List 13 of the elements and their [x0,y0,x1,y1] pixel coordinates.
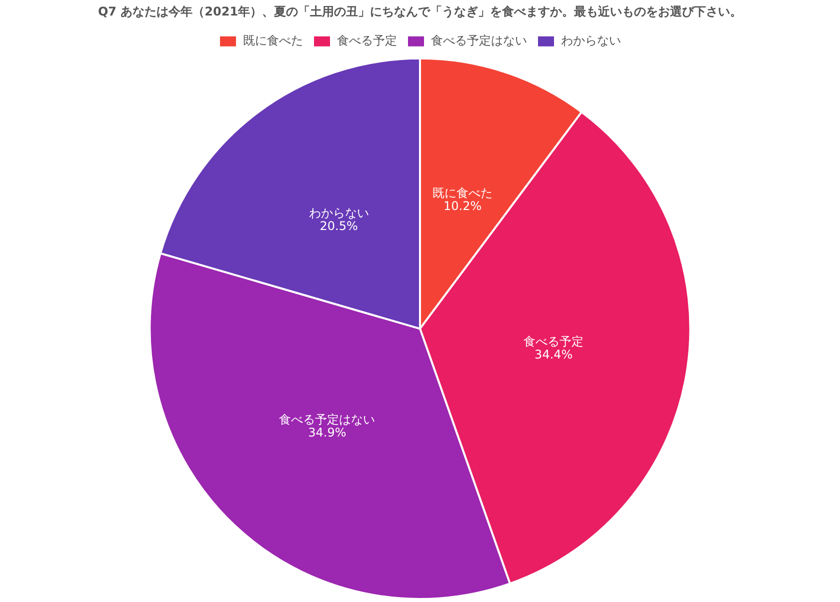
legend-label: 食べる予定はない [431,34,527,48]
data-label: 20.5% [320,219,358,234]
slice-label: わからない [308,206,369,220]
data-label: 34.9% [308,426,346,440]
legend-label: わからない [561,34,621,48]
data-label: 34.4% [534,348,573,362]
slice-label: 食べる予定はない [279,412,376,427]
chart-title: Q7 あなたは今年（2021年）、夏の「土用の丑」にちなんで「うなぎ」を食べますか。最も近いものをお選び下さい。 [98,4,742,18]
data-label: 10.2% [444,199,482,214]
legend-label: 食べる予定 [337,34,397,48]
slice-label: 既に食べた [432,186,493,200]
legend-label: 既に食べた [243,34,303,48]
slice-label: 食べる予定 [524,334,584,349]
